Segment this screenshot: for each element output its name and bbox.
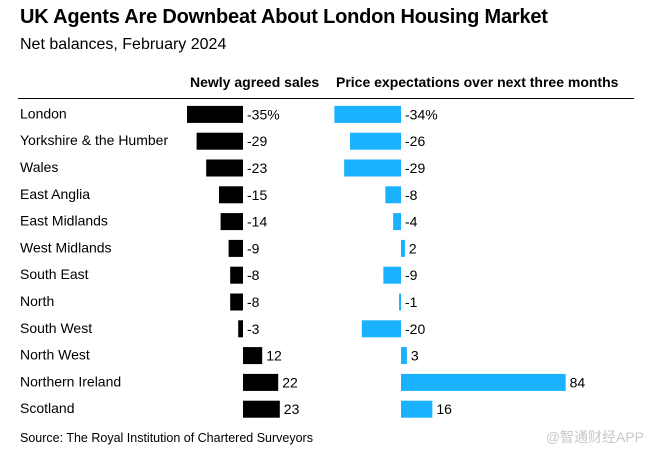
- sales-value-label: -14: [247, 214, 267, 230]
- category-label: South East: [20, 266, 89, 282]
- price-bar: [350, 132, 401, 150]
- sales-bar: [243, 347, 263, 365]
- category-label: East Anglia: [20, 186, 90, 202]
- price-value-label: 2: [409, 240, 417, 256]
- price-bar: [401, 400, 433, 418]
- price-value-label: 16: [436, 401, 452, 417]
- header-divider: [18, 98, 634, 99]
- sales-bar: [206, 159, 243, 177]
- price-value-label: -26: [405, 133, 425, 149]
- sales-value-label: 23: [284, 401, 300, 417]
- sales-value-label: -3: [247, 321, 260, 337]
- price-value-label: -4: [405, 214, 418, 230]
- sales-bar: [243, 400, 280, 418]
- price-value-label: 3: [411, 348, 419, 364]
- sales-bar: [243, 373, 279, 391]
- category-label: Northern Ireland: [20, 373, 121, 389]
- sales-bar: [196, 132, 243, 150]
- sales-bar: [219, 186, 243, 204]
- chart-svg: London -35% -34% Yorkshire & the Humber -29 -…: [20, 105, 586, 418]
- price-column-header: Price expectations over next three month…: [336, 74, 619, 90]
- category-label: West Midlands: [20, 239, 112, 255]
- sales-column-header: Newly agreed sales: [190, 74, 320, 90]
- price-value-label: -20: [405, 321, 425, 337]
- chart-title: UK Agents Are Downbeat About London Hous…: [20, 6, 548, 28]
- sales-bar: [230, 293, 243, 311]
- category-label: London: [20, 105, 67, 121]
- price-bar: [361, 320, 401, 338]
- sales-bar: [187, 105, 243, 123]
- category-label: North West: [20, 347, 90, 363]
- watermark-text: @智通财经APP: [545, 429, 644, 445]
- sales-bar: [230, 266, 243, 284]
- price-bar: [393, 213, 401, 231]
- sales-value-label: 22: [282, 374, 298, 390]
- price-value-label: -8: [405, 187, 418, 203]
- sales-value-label: 12: [266, 348, 282, 364]
- sales-value-label: -29: [247, 133, 267, 149]
- category-label: Yorkshire & the Humber: [20, 132, 168, 148]
- price-bar: [401, 373, 566, 391]
- category-label: East Midlands: [20, 213, 108, 229]
- category-label: Wales: [20, 159, 58, 175]
- price-value-label: 84: [570, 374, 586, 390]
- price-bar: [401, 347, 407, 365]
- sales-bar: [238, 320, 243, 338]
- sales-value-label: -15: [247, 187, 267, 203]
- price-bar: [344, 159, 401, 177]
- price-value-label: -34%: [405, 106, 438, 122]
- price-bar: [399, 293, 401, 311]
- sales-bar: [220, 213, 243, 231]
- price-value-label: -9: [405, 267, 418, 283]
- sales-value-label: -8: [247, 294, 260, 310]
- chart-subtitle: Net balances, February 2024: [20, 36, 227, 53]
- category-label: South West: [20, 320, 92, 336]
- price-bar: [383, 266, 401, 284]
- sales-bar: [228, 239, 243, 257]
- sales-value-label: -8: [247, 267, 260, 283]
- sales-value-label: -23: [247, 160, 267, 176]
- price-bar: [385, 186, 401, 204]
- price-bar: [334, 105, 401, 123]
- category-label: Scotland: [20, 400, 74, 416]
- category-label: North: [20, 293, 54, 309]
- price-bar: [401, 239, 405, 257]
- sales-value-label: -9: [247, 240, 260, 256]
- price-value-label: -1: [405, 294, 418, 310]
- source-note: Source: The Royal Institution of Charter…: [20, 431, 313, 445]
- price-value-label: -29: [405, 160, 425, 176]
- sales-value-label: -35%: [247, 106, 280, 122]
